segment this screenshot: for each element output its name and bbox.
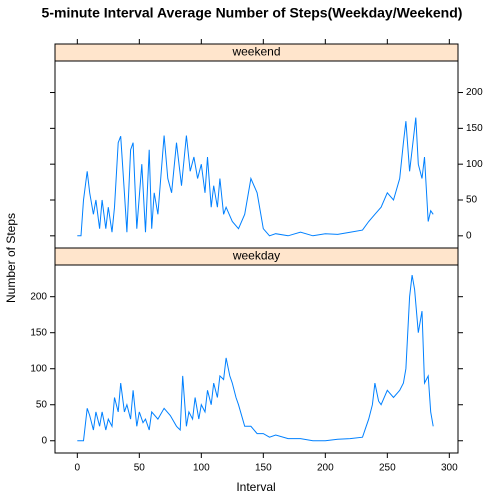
x-tick-label: 300 xyxy=(441,463,458,474)
panel xyxy=(54,60,459,249)
x-tick-label: 150 xyxy=(255,463,272,474)
strip-label: weekend xyxy=(231,45,280,59)
x-tick-label: 100 xyxy=(193,463,210,474)
x-tick-label: 0 xyxy=(75,463,81,474)
x-tick-label: 250 xyxy=(379,463,396,474)
x-tick-label: 200 xyxy=(317,463,334,474)
y-axis-label: Number of Steps xyxy=(4,213,18,303)
x-tick-label: 50 xyxy=(134,463,146,474)
line xyxy=(77,117,434,237)
y-tick-label: 0 xyxy=(466,230,472,241)
y-tick-label: 200 xyxy=(30,291,47,302)
strip-label: weekday xyxy=(232,249,280,263)
y-tick-label: 150 xyxy=(466,123,483,134)
chart-title: 5-minute Interval Average Number of Step… xyxy=(42,5,463,21)
y-tick-label: 50 xyxy=(36,399,48,410)
y-tick-label: 200 xyxy=(466,87,483,98)
y-tick-label: 0 xyxy=(41,435,47,446)
y-tick-label: 100 xyxy=(466,159,483,170)
x-axis-label: Interval xyxy=(236,480,275,494)
y-tick-label: 100 xyxy=(30,363,47,374)
y-tick-label: 150 xyxy=(30,327,47,338)
line xyxy=(77,275,434,442)
panel xyxy=(54,264,459,454)
y-tick-label: 50 xyxy=(466,195,478,206)
